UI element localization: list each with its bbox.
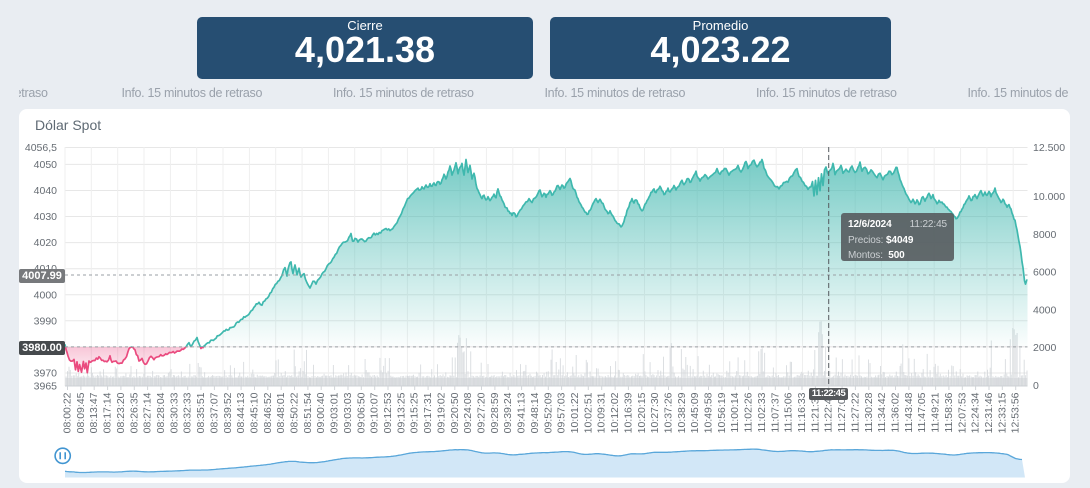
svg-text:10.000: 10.000 <box>1033 191 1065 203</box>
svg-text:3990: 3990 <box>34 315 58 327</box>
svg-text:8000: 8000 <box>1033 229 1057 241</box>
svg-text:10:20:15: 10:20:15 <box>636 392 648 433</box>
svg-text:08:48:01: 08:48:01 <box>275 392 287 433</box>
svg-text:09:13:25: 09:13:25 <box>395 392 407 433</box>
svg-text:08:28:04: 08:28:04 <box>155 392 167 433</box>
svg-text:4000: 4000 <box>1033 304 1057 316</box>
svg-text:4000: 4000 <box>34 289 58 301</box>
svg-text:11:36:02: 11:36:02 <box>890 392 902 432</box>
svg-text:4040: 4040 <box>34 185 58 197</box>
svg-text:10:12:02: 10:12:02 <box>609 392 621 433</box>
svg-text:6000: 6000 <box>1033 267 1057 279</box>
svg-text:08:46:52: 08:46:52 <box>262 392 274 433</box>
svg-text:11:07:37: 11:07:37 <box>769 392 781 432</box>
svg-text:08:37:07: 08:37:07 <box>208 392 220 433</box>
svg-text:11:02:33: 11:02:33 <box>756 392 768 432</box>
svg-text:11:43:48: 11:43:48 <box>903 392 915 432</box>
svg-text:10:38:29: 10:38:29 <box>676 392 688 433</box>
svg-text:09:41:13: 09:41:13 <box>516 392 528 433</box>
svg-text:11:49:21: 11:49:21 <box>930 392 942 432</box>
svg-text:11:15:06: 11:15:06 <box>783 392 795 432</box>
svg-text:08:39:52: 08:39:52 <box>222 392 234 433</box>
svg-text:11:34:42: 11:34:42 <box>876 392 888 432</box>
svg-text:08:26:35: 08:26:35 <box>128 392 140 433</box>
svg-text:08:00:22: 08:00:22 <box>62 392 74 433</box>
svg-text:11:27:22: 11:27:22 <box>849 392 861 432</box>
svg-text:09:17:31: 09:17:31 <box>422 392 434 433</box>
svg-text:10:37:26: 10:37:26 <box>663 392 675 433</box>
svg-text:12.500: 12.500 <box>1033 142 1065 154</box>
svg-text:4050: 4050 <box>34 159 58 171</box>
svg-text:09:12:53: 09:12:53 <box>382 392 394 433</box>
svg-text:10:27:30: 10:27:30 <box>649 392 661 433</box>
svg-text:11:00:14: 11:00:14 <box>729 392 741 432</box>
svg-text:11:27:03: 11:27:03 <box>836 392 848 432</box>
svg-text:08:51:54: 08:51:54 <box>302 392 314 433</box>
svg-text:2000: 2000 <box>1033 342 1057 354</box>
svg-text:08:50:22: 08:50:22 <box>289 392 301 433</box>
svg-text:09:19:02: 09:19:02 <box>435 392 447 433</box>
svg-text:11:58:36: 11:58:36 <box>943 392 955 432</box>
svg-text:09:10:07: 09:10:07 <box>369 392 381 433</box>
svg-text:11:22:45: 11:22:45 <box>823 392 835 432</box>
svg-text:0: 0 <box>1033 380 1039 392</box>
svg-text:09:03:01: 09:03:01 <box>329 392 341 433</box>
svg-text:09:24:08: 09:24:08 <box>462 392 474 433</box>
svg-text:08:35:51: 08:35:51 <box>195 392 207 433</box>
svg-text:11:47:05: 11:47:05 <box>916 392 928 432</box>
svg-text:09:52:09: 09:52:09 <box>542 392 554 433</box>
svg-text:11:02:26: 11:02:26 <box>743 392 755 432</box>
svg-text:10:01:22: 10:01:22 <box>569 392 581 433</box>
svg-text:11:30:28: 11:30:28 <box>863 392 875 432</box>
svg-text:10:56:19: 10:56:19 <box>716 392 728 433</box>
svg-text:08:45:10: 08:45:10 <box>249 392 261 433</box>
svg-text:3970: 3970 <box>34 368 58 380</box>
svg-text:12:53:56: 12:53:56 <box>1010 392 1022 433</box>
svg-text:08:44:13: 08:44:13 <box>235 392 247 433</box>
svg-text:10:45:09: 10:45:09 <box>689 392 701 433</box>
svg-text:11:16:33: 11:16:33 <box>796 392 808 432</box>
svg-text:08:09:45: 08:09:45 <box>75 392 87 433</box>
svg-text:09:28:59: 09:28:59 <box>489 392 501 433</box>
svg-text:10:16:39: 10:16:39 <box>622 392 634 433</box>
svg-text:3965: 3965 <box>34 381 58 393</box>
svg-text:09:00:40: 09:00:40 <box>315 392 327 433</box>
svg-text:08:23:20: 08:23:20 <box>115 392 127 433</box>
svg-text:08:17:14: 08:17:14 <box>102 392 114 433</box>
svg-text:12:31:46: 12:31:46 <box>983 392 995 433</box>
svg-text:10:09:31: 10:09:31 <box>596 392 608 433</box>
svg-text:09:39:24: 09:39:24 <box>502 392 514 433</box>
svg-text:09:03:03: 09:03:03 <box>342 392 354 433</box>
svg-text:08:30:33: 08:30:33 <box>168 392 180 433</box>
svg-text:09:06:50: 09:06:50 <box>355 392 367 433</box>
svg-text:08:27:14: 08:27:14 <box>142 392 154 433</box>
svg-text:4030: 4030 <box>34 211 58 223</box>
svg-text:09:15:25: 09:15:25 <box>409 392 421 433</box>
svg-text:12:24:34: 12:24:34 <box>970 392 982 433</box>
svg-text:11:21:36: 11:21:36 <box>809 392 821 432</box>
svg-text:10:02:51: 10:02:51 <box>582 392 594 433</box>
svg-text:08:13:47: 08:13:47 <box>88 392 100 433</box>
svg-text:09:57:03: 09:57:03 <box>556 392 568 433</box>
svg-text:09:20:50: 09:20:50 <box>449 392 461 433</box>
svg-text:08:32:33: 08:32:33 <box>182 392 194 433</box>
svg-text:10:49:58: 10:49:58 <box>703 392 715 433</box>
svg-text:12:07:53: 12:07:53 <box>956 392 968 433</box>
svg-text:09:27:20: 09:27:20 <box>476 392 488 433</box>
svg-text:4056,5: 4056,5 <box>25 142 57 154</box>
svg-text:4020: 4020 <box>34 237 58 249</box>
svg-text:09:48:14: 09:48:14 <box>529 392 541 433</box>
svg-text:12:33:15: 12:33:15 <box>996 392 1008 433</box>
